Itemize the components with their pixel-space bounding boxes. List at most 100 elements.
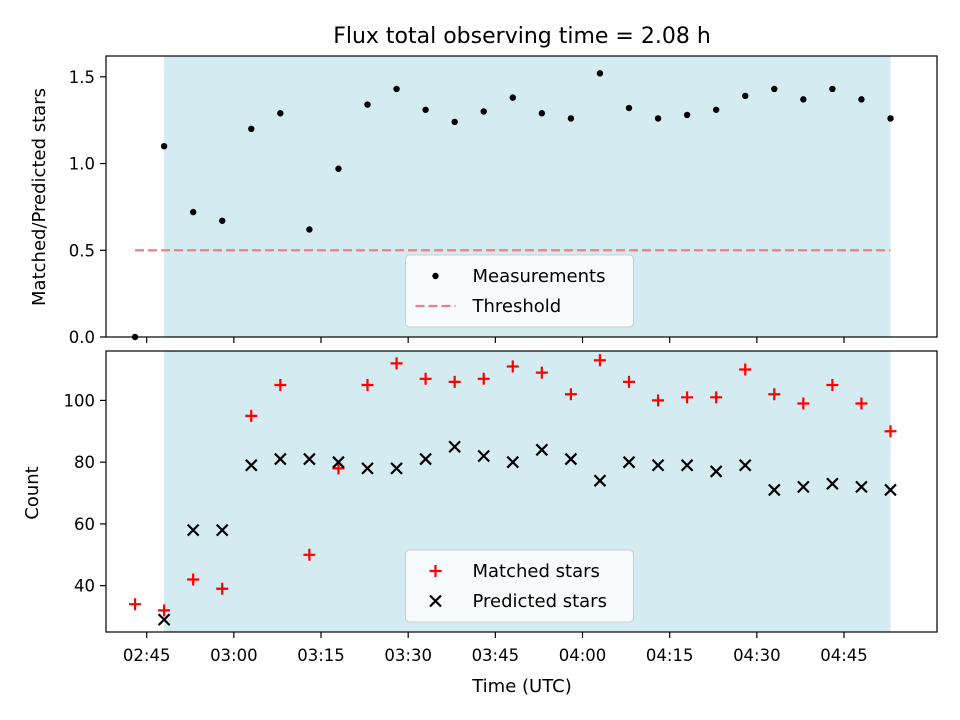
bottom-predicted-stars-point (303, 452, 316, 466)
top-measurements-point (800, 96, 807, 103)
top-panel: 0.0 0.5 1.0 1.5 Measurements Threshold (69, 55, 938, 347)
top-legend-box (405, 254, 634, 328)
bottom-matched-stars-point (506, 360, 519, 373)
top-y-tick-label: 0.5 (69, 241, 95, 260)
top-measurements-point (509, 94, 516, 101)
bottom-legend-predicted-stars-label: Predicted stars (473, 591, 607, 612)
bottom-legend: Matched stars Predicted stars (405, 549, 634, 623)
top-measurements-point (480, 108, 487, 115)
bottom-predicted-stars-point (274, 452, 287, 466)
bottom-matched-stars-point (129, 598, 142, 611)
bottom-legend-predicted-stars-symbol (429, 594, 442, 608)
bottom-x-tick-label: 04:00 (559, 646, 607, 665)
bottom-matched-stars-point (274, 378, 287, 391)
bottom-x-tick-label: 03:00 (210, 646, 258, 665)
bottom-predicted-stars-point (622, 455, 636, 469)
bottom-x-tick-label: 04:30 (733, 646, 781, 665)
bottom-x-tick-label: 03:15 (297, 646, 345, 665)
top-measurements-point (538, 110, 546, 117)
top-measurements-point (306, 226, 313, 233)
top-legend-measurements-label: Measurements (473, 266, 606, 287)
top-measurements-point (712, 106, 720, 113)
top-measurements-point (625, 104, 633, 112)
top-measurements-point (654, 115, 662, 122)
bottom-predicted-stars-point (564, 452, 578, 466)
bottom-x-tick-label: 04:15 (646, 646, 694, 665)
bottom-matched-stars-point (826, 378, 839, 391)
bottom-predicted-stars-point (768, 483, 781, 497)
bottom-y-tick-label: 80 (74, 453, 95, 472)
bottom-predicted-stars-point (186, 523, 200, 537)
top-measurements-point (451, 118, 458, 126)
bottom-matched-stars-point (216, 582, 229, 595)
top-measurements-point (858, 96, 865, 103)
bottom-legend-matched-stars-symbol (429, 565, 442, 577)
top-measurements-point (742, 92, 749, 100)
top-measurements-point (364, 101, 371, 108)
bottom-predicted-stars-point (884, 483, 897, 497)
top-y-tick-label: 1.0 (69, 155, 95, 174)
top-legend: Measurements Threshold (405, 254, 634, 328)
top-measurements-point (219, 217, 226, 224)
bottom-predicted-stars-point (332, 455, 345, 469)
bottom-x-tick-label: 03:30 (384, 646, 432, 665)
bottom-predicted-stars-point (157, 613, 171, 626)
bottom-x-tick-label: 04:45 (820, 646, 868, 665)
bottom-matched-stars-point (797, 397, 810, 410)
bottom-predicted-stars-point (245, 458, 258, 472)
bottom-predicted-stars-point (477, 449, 491, 463)
bottom-legend-box (405, 549, 634, 623)
bottom-legend-matched-stars-label: Matched stars (473, 561, 600, 582)
bottom-matched-stars-point (623, 375, 636, 388)
bottom-matched-stars-point (390, 357, 403, 370)
top-measurements-point (567, 115, 575, 122)
bottom-predicted-stars-point (535, 443, 549, 457)
bottom-plot-frame (105, 350, 938, 633)
top-y-axis-label: Matched/Predicted stars (29, 88, 50, 306)
bottom-predicted-stars-point (826, 477, 839, 491)
bottom-predicted-stars-point (390, 462, 403, 475)
top-y-tick-label: 1.5 (69, 68, 95, 87)
bottom-panel: 40 60 80 100 02:45 03:00 03:15 03:30 03:45 04:00 0… (64, 350, 938, 665)
bottom-y-tick-label: 40 (74, 577, 95, 596)
bottom-predicted-stars-point (448, 440, 461, 454)
bottom-matched-stars-point (158, 604, 171, 617)
bottom-matched-stars-point (419, 372, 432, 385)
bottom-matched-stars-point (710, 391, 723, 404)
bottom-predicted-stars-point (506, 455, 520, 469)
top-measurements-point (422, 106, 429, 113)
bottom-matched-stars-point (535, 366, 548, 379)
bottom-predicted-stars-point (738, 458, 752, 472)
bottom-matched-stars-point (332, 462, 345, 475)
top-y-tick-label: 0.0 (69, 328, 95, 347)
top-measurements-point (393, 85, 400, 93)
bottom-predicted-stars-point (215, 523, 229, 537)
bottom-x-tick-label: 02:45 (123, 646, 171, 665)
bottom-matched-stars-point (681, 391, 694, 404)
top-measurements-point (160, 142, 168, 150)
bottom-predicted-stars-point (419, 452, 432, 466)
bottom-matched-stars-point (855, 397, 868, 410)
bottom-matched-stars-point (652, 394, 665, 407)
bottom-matched-stars-point (303, 548, 316, 561)
bottom-x-tick-label: 03:45 (472, 646, 520, 665)
bottom-y-tick-label: 100 (64, 391, 96, 410)
bottom-predicted-stars-point (855, 480, 868, 494)
top-measurements-point (189, 208, 197, 216)
top-measurements-point (248, 125, 255, 133)
top-legend-measurements-symbol (432, 272, 439, 280)
bottom-predicted-stars-point (709, 465, 723, 478)
top-measurements-point (335, 165, 342, 172)
bottom-predicted-stars-point (680, 458, 694, 472)
bottom-predicted-stars-point (651, 458, 665, 472)
bottom-matched-stars-point (448, 375, 461, 388)
bottom-y-axis-label: Count (22, 466, 43, 519)
bottom-predicted-stars-point (797, 480, 810, 494)
chart-title: Flux total observing time = 2.08 h (333, 24, 711, 49)
bottom-matched-stars-point (477, 372, 490, 385)
bottom-matched-stars-point (187, 573, 200, 586)
top-legend-threshold-label: Threshold (472, 296, 562, 317)
bottom-matched-stars-point (593, 354, 606, 367)
bottom-matched-stars-point (245, 409, 258, 422)
